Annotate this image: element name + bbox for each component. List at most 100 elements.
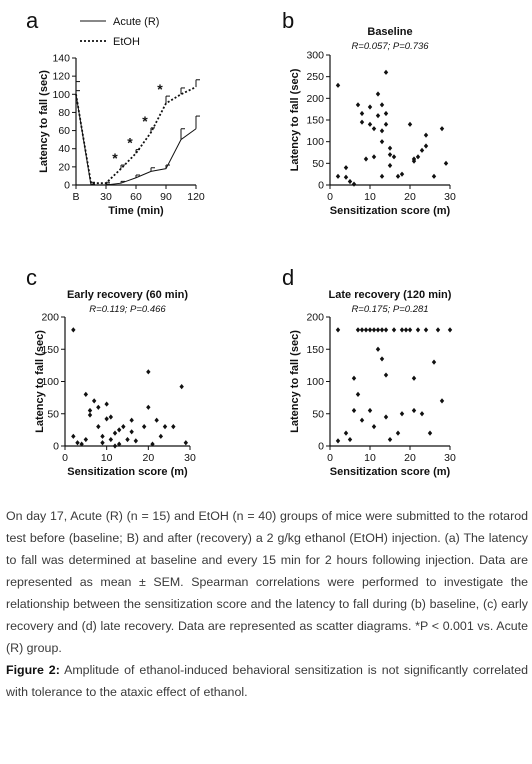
data-point: [158, 433, 164, 439]
data-point: [87, 412, 93, 418]
data-point: [104, 401, 109, 407]
y-tick-label: 250: [306, 71, 324, 83]
data-point: [395, 430, 401, 436]
data-point: [343, 430, 349, 436]
data-point: [375, 346, 381, 352]
data-point: [423, 143, 429, 149]
data-point: [379, 356, 385, 362]
data-point: [391, 327, 397, 333]
data-point: [415, 154, 421, 160]
data-point: [411, 375, 417, 381]
x-axis-title: Sensitization score (m): [67, 466, 188, 478]
data-point: [399, 171, 405, 177]
x-tick-label: 20: [142, 452, 154, 464]
significance-star: *: [157, 81, 163, 97]
figure-text: Amplitude of ethanol-induced behavioral …: [6, 663, 528, 699]
data-point: [379, 102, 385, 108]
data-point: [335, 327, 341, 333]
significance-star: *: [127, 135, 133, 151]
y-tick-label: 200: [306, 312, 324, 324]
data-point: [399, 327, 405, 333]
data-point: [129, 429, 134, 435]
data-point: [359, 119, 365, 125]
data-point: [379, 128, 385, 134]
y-tick-label: 50: [312, 408, 324, 420]
data-point: [367, 121, 373, 127]
x-axis-title: Sensitization score (m): [330, 466, 451, 478]
data-point: [447, 327, 453, 333]
panel-title: Late recovery (120 min): [329, 289, 452, 301]
data-point: [371, 126, 377, 132]
data-point: [125, 436, 130, 443]
data-point: [96, 424, 101, 430]
x-tick-label: 10: [364, 191, 376, 203]
panel-letter: c: [26, 265, 37, 290]
y-tick-label: 100: [306, 376, 324, 388]
late-recovery-scatter-chart: d Late recovery (120 min) R=0.175; P=0.281…: [282, 265, 456, 478]
y-tick-label: 50: [47, 408, 59, 420]
y-tick-label: 80: [58, 107, 70, 119]
y-tick-label: 0: [318, 441, 324, 453]
data-point: [379, 327, 385, 333]
x-tick-label: 30: [444, 191, 456, 203]
panel-stats: R=0.119; P=0.466: [89, 304, 166, 315]
y-tick-label: 100: [52, 89, 70, 101]
legend-label-acute: Acute (R): [113, 16, 159, 28]
data-point: [335, 82, 341, 88]
data-point: [419, 411, 425, 417]
figure-label: Figure 2:: [6, 663, 60, 677]
x-tick-label: 0: [62, 452, 68, 464]
data-point: [371, 424, 377, 430]
data-point: [371, 154, 377, 160]
data-point: [387, 162, 393, 169]
data-point: [150, 441, 155, 447]
data-point: [387, 145, 393, 151]
data-point: [403, 327, 409, 333]
data-point: [399, 411, 405, 417]
data-point: [116, 427, 122, 433]
data-point: [383, 372, 389, 378]
panel-c-scatter-early: c Early recovery (60 min) R=0.119; P=0.466…: [0, 255, 260, 485]
data-point: [141, 424, 147, 430]
y-tick-label: 60: [58, 125, 70, 137]
panel-b-scatter-baseline: b Baseline R=0.057; P=0.736 0 50 100 150 200 250…: [270, 0, 532, 245]
data-point: [351, 181, 357, 187]
panel-d-scatter-late: d Late recovery (120 min) R=0.175; P=0.281…: [270, 255, 532, 485]
x-tick-label: 20: [404, 452, 416, 464]
data-point: [171, 424, 176, 430]
x-tick-label: 30: [100, 191, 112, 203]
x-axis-title: Sensitization score (m): [330, 205, 451, 217]
data-point: [71, 433, 76, 439]
data-point: [116, 441, 122, 447]
early-recovery-scatter-chart: c Early recovery (60 min) R=0.119; P=0.466…: [26, 265, 196, 478]
x-tick-label: 30: [444, 452, 456, 464]
data-point: [104, 416, 109, 422]
data-point: [351, 407, 357, 414]
y-tick-label: 150: [306, 115, 324, 127]
y-tick-label: 50: [312, 158, 324, 170]
data-point: [379, 139, 385, 145]
data-point: [359, 417, 365, 423]
x-tick-label: 10: [364, 452, 376, 464]
data-point: [383, 69, 389, 75]
panel-stats: R=0.175; P=0.281: [351, 304, 428, 315]
x-tick-label: 0: [327, 191, 333, 203]
y-tick-label: 20: [58, 161, 70, 173]
y-tick-label: 0: [53, 441, 59, 453]
y-tick-label: 150: [306, 344, 324, 356]
data-point: [71, 327, 76, 333]
data-point: [423, 327, 429, 333]
data-point: [375, 91, 381, 97]
data-point: [347, 178, 353, 185]
data-point: [407, 327, 413, 333]
x-tick-label: 0: [327, 452, 333, 464]
y-tick-label: 40: [58, 143, 70, 155]
y-tick-label: 150: [41, 344, 59, 356]
data-point: [407, 121, 413, 127]
data-point: [363, 327, 369, 333]
data-point: [343, 165, 349, 171]
x-tick-label: 30: [184, 452, 196, 464]
data-point: [367, 327, 373, 333]
data-point: [359, 110, 365, 117]
data-point: [100, 433, 105, 439]
